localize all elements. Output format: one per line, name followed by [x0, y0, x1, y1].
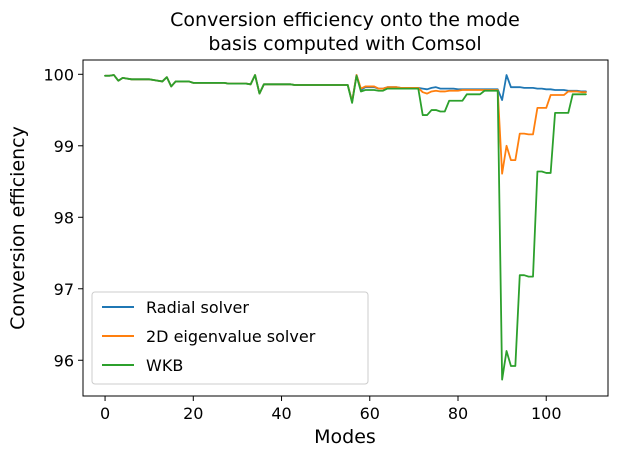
x-axis: 0 20 40 60 80 100	[100, 396, 562, 423]
x-tick-label: 100	[531, 404, 562, 423]
x-tick-label: 60	[360, 404, 380, 423]
plot-frame	[82, 59, 609, 397]
x-tick-label: 0	[100, 404, 110, 423]
chart-title-line-1: Conversion efficiency onto the mode	[170, 9, 520, 31]
legend-label: 2D eigenvalue solver	[146, 327, 316, 346]
y-axis-label: Conversion efficiency	[7, 126, 29, 330]
y-tick-label: 99	[54, 137, 74, 156]
x-tick-label: 20	[183, 404, 203, 423]
series-group	[104, 74, 587, 381]
x-tick-label: 80	[448, 404, 468, 423]
plot-area	[104, 74, 587, 381]
y-tick-label: 96	[54, 351, 74, 370]
series-line-wkb	[104, 74, 587, 381]
y-axis: 96 97 98 99 100	[43, 65, 83, 370]
x-axis-label: Modes	[314, 426, 376, 448]
chart-title-line-2: basis computed with Comsol	[208, 33, 481, 55]
y-tick-label: 97	[54, 280, 74, 299]
x-tick-label: 40	[271, 404, 291, 423]
legend-box	[91, 291, 369, 385]
y-tick-label: 100	[43, 65, 74, 84]
legend: Radial solver 2D eigenvalue solver WKB	[91, 291, 369, 385]
legend-label: Radial solver	[146, 298, 249, 317]
y-tick-label: 98	[54, 208, 74, 227]
legend-label: WKB	[146, 356, 183, 375]
